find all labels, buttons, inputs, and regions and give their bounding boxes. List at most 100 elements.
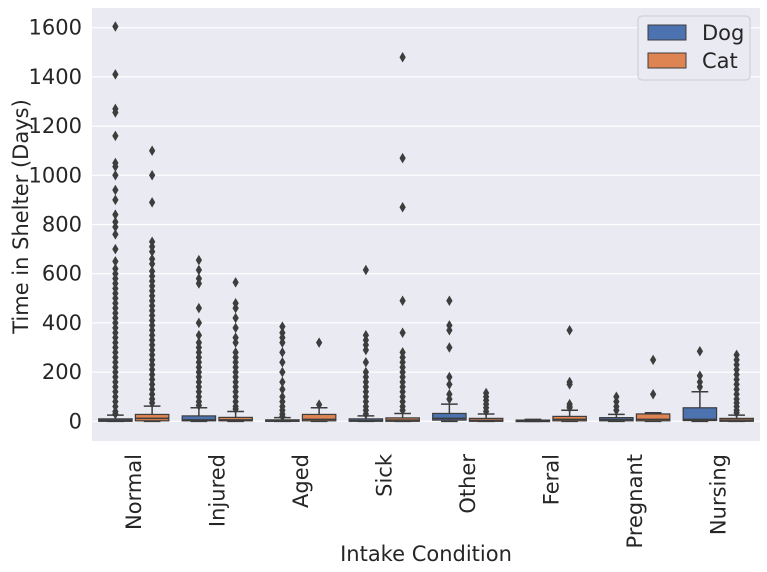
outlier-point (148, 145, 156, 156)
outlier-point (112, 107, 119, 118)
box-cat-feral (552, 325, 587, 423)
box-cat-injured (218, 277, 253, 423)
box-dog-nursing (682, 345, 718, 423)
y-tick-label: 1200 (29, 114, 82, 138)
outlier-point (315, 337, 323, 348)
x-tick-label: Pregnant (623, 454, 647, 548)
outlier-point (315, 399, 323, 410)
outlier-point (148, 197, 156, 208)
box-dog-other (432, 295, 467, 423)
x-tick-label: Aged (289, 454, 313, 508)
outlier-point (399, 152, 406, 164)
outlier-point (112, 170, 119, 181)
box-dog-sick (348, 264, 384, 423)
outlier-point (112, 184, 119, 196)
legend: Dog Cat (637, 15, 751, 81)
outlier-point (446, 295, 453, 307)
outlier-point (446, 325, 453, 336)
outlier-point (148, 258, 156, 270)
outlier-point (195, 329, 203, 341)
x-tick-label: Nursing (706, 454, 730, 535)
box-dog-aged (265, 321, 300, 423)
outlier-point (399, 202, 406, 213)
x-tick-label: Feral (539, 454, 563, 505)
outlier-point (733, 407, 740, 418)
y-tick-label: 1600 (29, 16, 82, 40)
outlier-point (279, 337, 286, 348)
outlier-point (148, 246, 156, 257)
box-dog-normal (98, 21, 133, 423)
outlier-point (195, 254, 203, 266)
y-axis-ticks: 0 200 400 600 800 1000 1200 1400 1600 (29, 16, 82, 434)
outlier-point (362, 264, 370, 276)
outlier-point (696, 370, 704, 382)
box-cat-pregnant (635, 354, 671, 423)
outlier-point (446, 379, 453, 390)
outlier-point (112, 221, 119, 233)
outlier-point (399, 51, 406, 63)
y-tick-label: 400 (42, 311, 82, 335)
y-tick-label: 800 (42, 213, 82, 237)
outlier-point (446, 342, 453, 353)
outlier-point (279, 347, 286, 358)
box-cat-sick (385, 51, 420, 423)
outlier-point (279, 411, 286, 422)
y-axis-title: Time in Shelter (Days) (9, 99, 33, 335)
outlier-point (148, 397, 156, 409)
box-body (682, 407, 718, 422)
x-axis-title: Intake Condition (340, 542, 512, 566)
y-tick-label: 200 (42, 360, 82, 384)
y-tick-label: 1000 (29, 163, 82, 187)
outlier-point (279, 384, 286, 395)
outlier-point (399, 404, 406, 416)
outlier-point (195, 302, 203, 314)
outlier-point (446, 393, 453, 405)
box-series (98, 21, 754, 423)
outlier-point (482, 406, 490, 417)
outlier-point (279, 376, 286, 388)
x-tick-label: Injured (205, 454, 229, 527)
outlier-point (566, 379, 573, 390)
outlier-point (112, 408, 119, 420)
legend-swatch-dog (647, 24, 687, 41)
outlier-point (195, 317, 203, 329)
outlier-point (362, 344, 370, 356)
outlier-point (195, 400, 203, 411)
outlier-point (613, 404, 620, 416)
box-cat-aged (301, 337, 337, 423)
x-tick-label: Sick (372, 453, 396, 497)
outlier-point (566, 402, 573, 414)
outlier-point (112, 69, 119, 80)
box-body (432, 412, 467, 421)
box-dog-feral (515, 418, 551, 423)
box-cat-normal (134, 145, 170, 423)
outlier-point (696, 345, 704, 357)
outlier-point (279, 357, 286, 368)
outlier-point (649, 354, 657, 366)
outlier-point (195, 278, 203, 289)
box-body (181, 415, 217, 422)
y-tick-label: 1400 (29, 65, 82, 89)
outlier-point (112, 209, 119, 220)
outlier-point (232, 302, 239, 314)
outlier-point (112, 130, 119, 142)
outlier-point (232, 312, 239, 324)
box-body (635, 413, 671, 422)
outlier-point (399, 327, 406, 338)
outlier-point (112, 243, 119, 255)
legend-label-dog: Dog (702, 21, 744, 45)
outlier-point (232, 322, 239, 334)
box-body (301, 413, 337, 422)
outlier-point (362, 408, 370, 420)
outlier-point (649, 389, 657, 400)
legend-swatch-cat (647, 52, 687, 69)
outlier-point (112, 21, 119, 32)
outlier-point (112, 161, 119, 172)
outlier-point (399, 295, 406, 307)
box-dog-injured (181, 254, 217, 423)
outlier-point (446, 371, 453, 383)
y-tick-label: 600 (42, 262, 82, 286)
outlier-point (696, 381, 704, 393)
outlier-point (148, 170, 156, 181)
